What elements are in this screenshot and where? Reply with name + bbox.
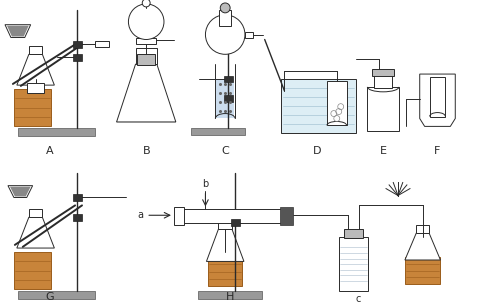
Circle shape <box>128 4 164 39</box>
Polygon shape <box>10 187 31 196</box>
Text: B: B <box>142 146 150 156</box>
Bar <box>29 46 42 54</box>
Bar <box>326 81 346 125</box>
Bar <box>136 38 156 44</box>
Bar <box>223 95 232 102</box>
Bar <box>367 87 398 131</box>
Bar <box>216 79 234 118</box>
Polygon shape <box>404 233 440 260</box>
Bar <box>72 54 81 61</box>
Text: F: F <box>433 146 440 156</box>
Bar <box>135 48 156 64</box>
Bar <box>373 74 391 88</box>
Bar <box>72 194 81 201</box>
Polygon shape <box>8 186 33 197</box>
Bar <box>27 83 44 93</box>
Bar <box>338 237 368 291</box>
Circle shape <box>142 0 150 7</box>
Bar <box>176 209 284 223</box>
Text: D: D <box>312 146 321 156</box>
Text: b: b <box>202 179 208 188</box>
Polygon shape <box>419 74 455 126</box>
Text: a: a <box>137 210 143 220</box>
Bar <box>137 54 155 65</box>
Bar <box>429 77 444 117</box>
Circle shape <box>205 15 244 54</box>
Bar <box>183 211 267 221</box>
Bar <box>405 257 439 284</box>
Bar <box>95 42 108 47</box>
Bar <box>372 69 393 76</box>
Bar <box>72 41 81 48</box>
Text: C: C <box>221 146 228 156</box>
Text: H: H <box>226 292 234 302</box>
Bar <box>29 209 42 217</box>
Polygon shape <box>17 217 54 248</box>
Text: G: G <box>45 292 54 302</box>
Bar <box>219 10 230 26</box>
Bar <box>415 226 428 233</box>
Bar <box>279 207 293 225</box>
Polygon shape <box>206 229 243 261</box>
Bar <box>281 79 355 133</box>
Polygon shape <box>5 25 31 38</box>
Bar <box>223 76 232 82</box>
Bar <box>207 257 242 286</box>
Bar <box>327 99 345 125</box>
Bar <box>14 252 51 289</box>
Bar <box>244 32 252 38</box>
Polygon shape <box>17 54 54 85</box>
Circle shape <box>220 3 229 13</box>
Bar <box>18 291 95 299</box>
Text: c: c <box>355 294 360 304</box>
Bar <box>14 89 51 126</box>
Polygon shape <box>116 64 176 122</box>
Bar <box>191 129 245 135</box>
Text: A: A <box>46 146 53 156</box>
Bar <box>173 207 183 225</box>
Bar <box>18 129 95 136</box>
Bar <box>198 291 262 299</box>
Text: E: E <box>379 146 386 156</box>
Bar <box>343 229 363 238</box>
Bar <box>218 220 231 229</box>
Bar <box>72 214 81 221</box>
Bar <box>230 219 239 226</box>
Polygon shape <box>7 26 29 36</box>
